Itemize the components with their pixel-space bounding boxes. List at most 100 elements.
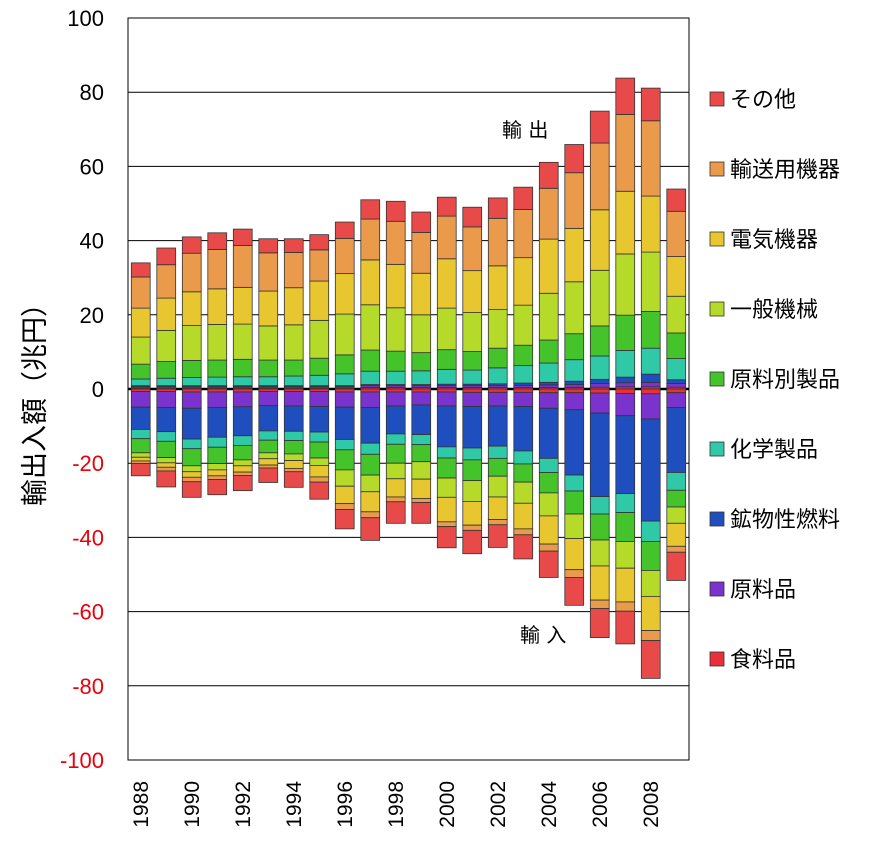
bar-import-segment: [615, 493, 636, 513]
bar-import-segment: [181, 388, 202, 393]
bar-export-segment: [130, 262, 151, 278]
bar-import-segment: [615, 541, 636, 569]
bar-export-segment: [411, 314, 432, 354]
bar-import-segment: [181, 481, 202, 498]
bar-import-segment: [513, 450, 534, 465]
bar-export-segment: [232, 228, 253, 246]
bar-import-segment: [538, 492, 559, 517]
bar-export-segment: [487, 309, 508, 349]
bar-export-segment: [411, 272, 432, 316]
bar-export-segment: [513, 365, 534, 384]
bar-import-segment: [640, 570, 661, 597]
bar-import-segment: [411, 461, 432, 480]
x-tick-label: 1998: [385, 781, 408, 828]
bar-import-segment: [156, 462, 177, 468]
bar-export-segment: [615, 253, 636, 316]
bar-import-segment: [640, 541, 661, 571]
bar-export-segment: [181, 325, 202, 361]
bar-export-segment: [156, 247, 177, 266]
y-tick-label: 60: [80, 154, 104, 179]
x-tick-labels: 1988 1990 1992 1994 1996 1998 2000 2002 2004 2006…: [130, 781, 663, 828]
bar-import-segment: [232, 388, 253, 393]
bar-export-segment: [564, 281, 585, 335]
bar-import-segment: [258, 391, 279, 407]
bar-import-segment: [666, 392, 687, 408]
bar-import-segment: [564, 392, 585, 411]
bar-import-segment: [130, 452, 151, 458]
bar-import-segment: [640, 393, 661, 420]
bar-import-segment: [487, 524, 508, 548]
bar-export-segment: [666, 210, 687, 257]
bar-import-segment: [283, 405, 304, 432]
bar-export-segment: [436, 349, 457, 370]
bar-export-segment: [513, 186, 534, 210]
bar-export-segment: [513, 209, 534, 259]
bar-import-segment: [513, 528, 534, 536]
bar-import-segment: [640, 388, 661, 395]
bar-import-segment: [385, 405, 406, 435]
x-tick-label: 1994: [283, 781, 306, 828]
bar-export-segment: [640, 87, 661, 122]
bar-export-segment: [538, 362, 559, 383]
bar-export-segment: [385, 200, 406, 222]
bar-export-segment: [615, 376, 636, 384]
bar-import-segment: [589, 608, 610, 638]
bar-export-segment: [360, 259, 381, 306]
bar-import-segment: [309, 431, 330, 443]
bar-export-segment: [589, 378, 610, 384]
bar-import-segment: [411, 434, 432, 446]
bar-import-segment: [309, 406, 330, 433]
bar-import-segment: [487, 496, 508, 520]
bar-export-segment: [334, 313, 355, 356]
bar-export-segment: [564, 333, 585, 361]
bar-export-segment: [411, 352, 432, 372]
y-axis-label: 輸出入額（兆円）: [20, 290, 51, 506]
legend-label: 化学製品: [730, 438, 818, 463]
bar-export-segment: [309, 249, 330, 282]
y-tick-label: 0: [92, 377, 104, 402]
bar-import-segment: [462, 524, 483, 531]
bar-export-segment: [309, 234, 330, 251]
bar-export-segment: [615, 314, 636, 351]
legend-swatch: [709, 231, 725, 247]
bar-import-segment: [207, 391, 228, 408]
bar-import-segment: [283, 440, 304, 455]
bar-import-segment: [207, 407, 228, 438]
bar-export-segment: [462, 206, 483, 228]
bar-import-segment: [385, 443, 406, 464]
bar-import-segment: [156, 457, 177, 464]
bar-export-segment: [156, 264, 177, 299]
bar-import-segment: [513, 502, 534, 530]
bar-import-segment: [207, 446, 228, 464]
bar-export-segment: [283, 252, 304, 289]
bar-import-segment: [283, 467, 304, 473]
legend-swatch: [709, 511, 725, 527]
bar-import-segment: [130, 391, 151, 408]
bar-export-segment: [232, 286, 253, 325]
bar-import-segment: [538, 388, 559, 394]
bar-export-segment: [283, 238, 304, 253]
bar-import-segment: [309, 441, 330, 459]
bar-import-segment: [640, 520, 661, 542]
bar-import-segment: [589, 412, 610, 497]
bar-import-segment: [487, 391, 508, 407]
bar-import-segment: [666, 545, 687, 553]
bar-import-segment: [436, 477, 457, 498]
bar-import-segment: [258, 430, 279, 441]
bar-export-segment: [615, 114, 636, 192]
bar-import-segment: [436, 496, 457, 523]
bar-import-segment: [513, 481, 534, 504]
bar-export-segment: [640, 373, 661, 383]
bar-import-segment: [615, 393, 636, 417]
x-tick-label: 1992: [232, 781, 255, 828]
bar-export-segment: [258, 252, 279, 292]
bar-import-segment: [615, 610, 636, 645]
bar-export-segment: [207, 359, 228, 378]
bar-import-segment: [156, 470, 177, 488]
bar-export-segment: [207, 288, 228, 325]
bar-import-segment: [564, 538, 585, 571]
bar-import-segment: [538, 515, 559, 545]
bar-import-segment: [589, 565, 610, 601]
bar-import-segment: [487, 519, 508, 526]
